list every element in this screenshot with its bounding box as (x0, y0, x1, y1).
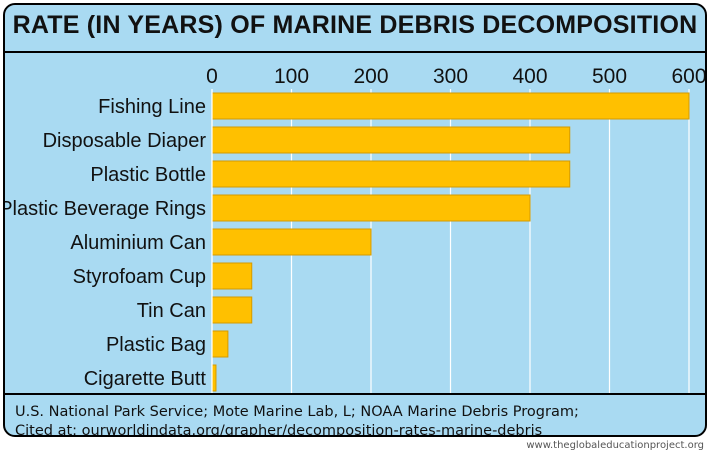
category-label: Tin Can (137, 300, 206, 322)
source-note: U.S. National Park Service; Mote Marine … (5, 393, 705, 437)
chart-title: RATE (IN YEARS) OF MARINE DEBRIS DECOMPO… (12, 11, 698, 39)
category-label: Plastic Beverage Rings (5, 198, 206, 220)
category-label: Aluminium Can (70, 232, 206, 254)
bar-chart: 0 100 200 300 400 500 600 Fishing Line Disposabl… (5, 65, 706, 393)
x-tick-label: 600 (671, 65, 706, 88)
bar (211, 262, 253, 290)
bar (211, 330, 229, 358)
x-tick-label: 500 (592, 65, 627, 88)
category-label: Disposable Diaper (43, 130, 207, 152)
category-label: Plastic Bottle (90, 164, 206, 186)
source-line-1: U.S. National Park Service; Mote Marine … (15, 404, 579, 420)
category-label: Cigarette Butt (84, 368, 207, 390)
x-tick-label: 300 (433, 65, 468, 88)
x-tick-label: 100 (274, 65, 309, 88)
source-line-2: Cited at: ourworldindata.org/grapher/dec… (15, 423, 543, 437)
bar (211, 92, 690, 120)
watermark: www.theglobaleducationproject.org (526, 440, 704, 451)
bar (211, 296, 253, 324)
chart-card: RATE (IN YEARS) OF MARINE DEBRIS DECOMPO… (3, 3, 707, 437)
x-tick-label: 200 (353, 65, 388, 88)
x-tick-label: 0 (206, 65, 218, 88)
title-divider (5, 51, 705, 53)
category-label: Plastic Bag (106, 334, 206, 356)
bar (211, 160, 571, 188)
x-tick-label: 400 (512, 65, 547, 88)
bar (211, 228, 372, 256)
bar (211, 126, 571, 154)
category-label: Styrofoam Cup (73, 266, 206, 288)
category-label: Fishing Line (98, 96, 206, 118)
bar (211, 194, 531, 222)
